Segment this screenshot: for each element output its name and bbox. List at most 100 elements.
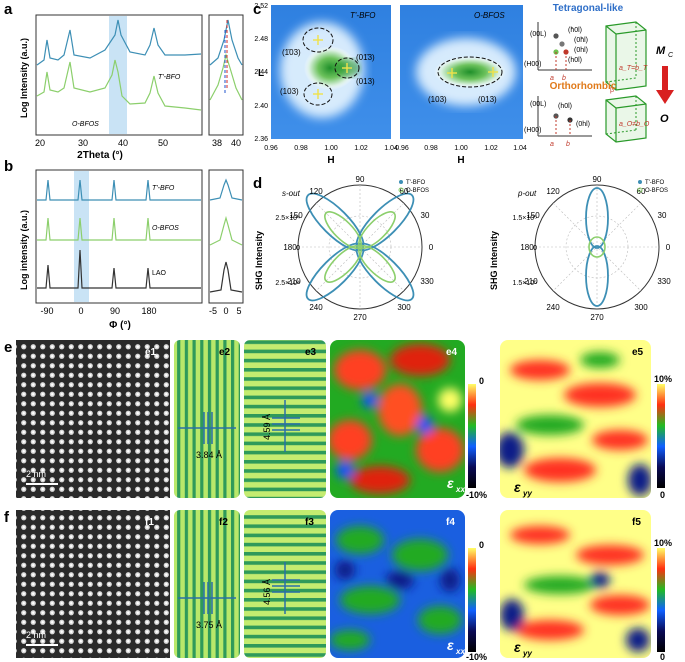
ytick: 2.36 [254,136,268,143]
strain-map-f4 [330,510,465,658]
lobes-tbfo [305,192,415,302]
panel-label-b: b [4,158,13,175]
angle-label: 270 [590,313,604,322]
sub-label: f3 [305,517,314,528]
rsm-spot [434,56,506,88]
radial-ticks-right: 1.5×10⁵ 0 1.5×10⁵ [512,215,537,287]
angle-label: 120 [546,187,560,196]
panel-a-xlabel: 2Theta (°) [77,150,123,161]
transition-arrow [656,66,674,104]
angle-label: 0 [666,243,671,252]
spot-label: (01̄3) [356,53,375,62]
xtick: 0.98 [424,145,438,152]
colorbar-min: -10% [466,652,487,662]
angle-label: 150 [289,211,303,220]
xtick: 0.96 [395,145,409,152]
xtick: 30 [78,138,88,148]
spot-markers [447,67,498,78]
sub-label: f1 [145,517,154,528]
panel-label-d: d [253,175,262,192]
angle-label: 300 [634,303,648,312]
spot-label: (103) [280,87,299,96]
lattice-b-label: b [562,75,566,82]
panel-b: b T'-BFO O-BFOS LAO Log intensity (a.u.)… [4,158,244,331]
xtick: 50 [158,138,168,148]
filtered-image-e2 [174,340,240,498]
lattice-a-label: a [550,75,554,82]
sub-label: e2 [219,347,231,358]
inset-obfos-line [209,52,243,101]
scalebar-label: 2 nm [26,469,46,479]
strain-map-e4 [330,340,465,498]
panel-b-inset-frame [208,169,244,304]
reflection-label: (0hl) [574,47,588,54]
xtick: 1.04 [384,145,398,152]
series-tbfo-line [37,179,201,201]
angle-label: 240 [309,303,323,312]
colorbar-min: -10% [466,490,487,500]
reflection-dot [559,41,565,47]
strain-symbol: ε [447,637,454,653]
legend-obfos: O-BFOS [406,188,429,194]
colorbar-min: 0 [660,490,665,500]
series-obfos-line [36,59,202,111]
filtered-image-f2 [174,510,240,658]
angle-label: 330 [420,277,434,286]
axis-label: (00L) [530,101,546,108]
angle-label: 210 [524,277,538,286]
axis-label: (H00) [524,61,542,68]
rsm-xlabel-1: H [327,155,334,166]
panel-f: f f1 2 nm f2 3.75 Å f3 4.56 Å [4,509,672,662]
axis-label: (00L) [530,31,546,38]
angle-label: 60 [400,187,409,196]
xtick: 180 [141,306,156,316]
panel-a-xticks: 20 30 40 50 38 40 [35,138,241,148]
reflection-dot [553,33,559,39]
xtick: 0.98 [294,145,308,152]
xtick: -90 [40,306,53,316]
colorbar-max: 0 [479,376,484,386]
s-out-title: s-out [282,189,301,198]
rsm-ylabel: L [258,68,264,79]
panel-a-ylabel: Log Intensity (a.u.) [19,38,29,118]
stem-image-f1 [16,510,170,658]
inset-xtick: 0 [223,306,228,316]
inset-tbfo-line [209,19,243,66]
rsm-xticks-2: 0.96 0.98 1.00 1.02 1.04 [395,145,527,152]
rsm-spot [304,46,356,90]
panel-d: d 90 [253,175,671,322]
xtick: 20 [35,138,45,148]
reflection-label: (h0l) [568,57,582,64]
shg-ylabel-right: SHG Intensity [489,231,499,290]
tetragonal-cell [605,21,647,91]
panel-label-c: c [253,1,261,18]
panel-b-xlabel: Φ (°) [109,320,131,331]
colorbar-max: 10% [654,374,672,384]
series-tbfo-line [36,19,202,66]
spot-ellipse [437,56,503,88]
shg-ylabel-left: SHG Intensity [254,231,264,290]
angle-label: 180 [520,243,534,252]
legend-obfos: O-BFOS [645,188,668,194]
polar-plot-p-out: 90 60 30 0 330 300 270 240 210 180 150 1… [489,175,671,322]
spot-markers [313,35,352,99]
spacing-marker [178,582,236,614]
series-obfos-line [37,217,201,241]
lobe-tbfo [585,245,609,307]
p-out-title: p-out [517,189,537,198]
legend-tbfo: T'-BFO [406,180,425,186]
strain-symbol: ε [447,475,454,491]
panel-a-frame [35,14,203,136]
xtick: 1.04 [513,145,527,152]
panel-a-inset-frame [208,14,244,136]
xtick: 0.96 [264,145,278,152]
strain-subscript: yy [522,489,532,498]
spacing-marker [178,412,236,444]
strain-map-e5 [500,340,651,498]
colorbar-f5 [657,548,665,652]
reflection-label: (0h̄l) [574,37,588,44]
mc-sub: C [668,52,674,59]
legend-obfos: O-BFOS [152,225,179,232]
strain-subscript: yy [522,649,532,658]
angle-label: 330 [657,277,671,286]
